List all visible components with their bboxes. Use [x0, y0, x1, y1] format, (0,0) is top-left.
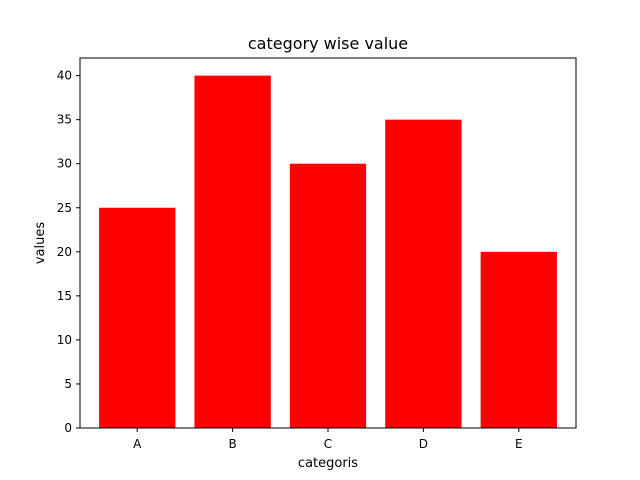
y-tick-label-10: 10 — [57, 333, 72, 347]
x-tick-label-e: E — [515, 437, 523, 451]
x-axis-ticks: A B C D E — [133, 428, 523, 451]
bars-layer — [99, 75, 557, 429]
y-axis-ticks: 0 5 10 15 20 25 30 35 40 — [57, 69, 80, 435]
y-axis-label: values — [33, 222, 48, 265]
x-tick-label-d: D — [419, 437, 428, 451]
bar-c — [289, 163, 367, 428]
bar-e — [480, 251, 557, 428]
y-tick-label-25: 25 — [57, 201, 72, 215]
y-tick-label-35: 35 — [57, 113, 72, 127]
y-tick-label-15: 15 — [57, 289, 72, 303]
bar-a — [99, 207, 176, 428]
bar-d — [385, 119, 462, 429]
bar-b — [194, 75, 271, 429]
chart-title: category wise value — [248, 34, 408, 53]
y-tick-label-5: 5 — [64, 377, 72, 391]
y-tick-label-40: 40 — [57, 69, 72, 83]
x-tick-label-c: C — [324, 437, 332, 451]
x-tick-label-a: A — [133, 437, 142, 451]
y-tick-label-0: 0 — [64, 421, 72, 435]
y-tick-label-20: 20 — [57, 245, 72, 259]
x-tick-label-b: B — [229, 437, 237, 451]
x-axis-label: categoris — [298, 456, 358, 471]
y-tick-label-30: 30 — [57, 157, 72, 171]
